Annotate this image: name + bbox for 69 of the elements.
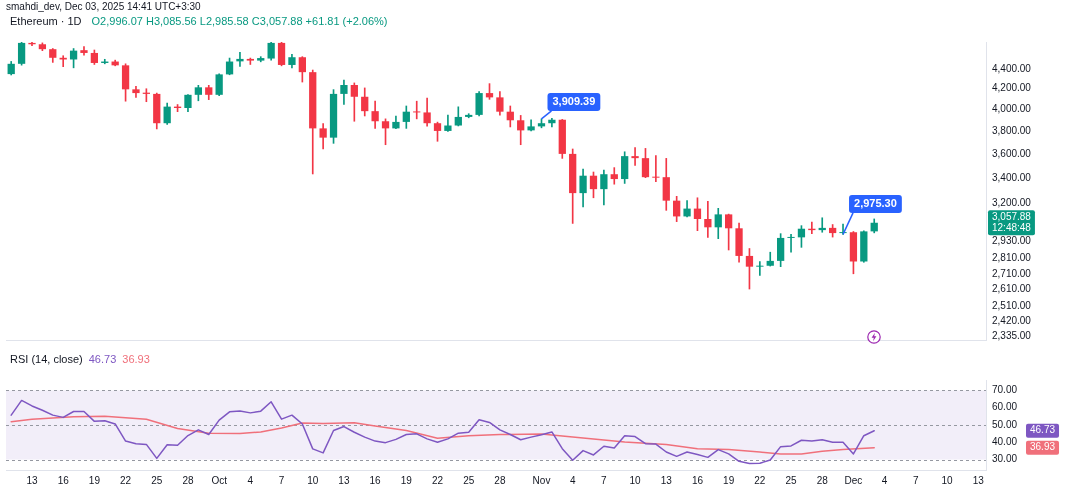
text: 12:48:48 [992,222,1032,233]
x-tick-label: 13 [26,474,38,486]
x-tick-label: Dec [844,474,863,486]
y-tick-label: 60.00 [992,401,1018,413]
candlestick [631,147,639,166]
y-tick-label: 4,400.00 [992,62,1032,74]
x-tick-label: 7 [913,474,920,486]
x-tick-label: 25 [785,474,798,486]
y-tick-label: 3,200.00 [992,197,1032,209]
x-tick-label: 25 [463,474,475,486]
x-tick-label: 25 [151,474,163,486]
x-tick-label: 4 [881,474,888,486]
y-tick-label: 2,420.00 [992,315,1032,327]
chart-title: Ethereum · 1D [10,15,82,27]
x-tick-label: 7 [278,474,285,486]
y-tick-label: 70.00 [992,384,1018,396]
candlestick [704,201,712,238]
candlestick [652,155,660,183]
text: 46.73 [1030,424,1056,436]
y-tick-label: 3,800.00 [992,124,1032,136]
annotation: 3,909.39 [552,95,596,108]
x-tick-label: Nov [532,474,551,486]
y-tick-label: 2,930.00 [992,234,1032,246]
candlestick [610,167,618,185]
x-tick-label: 4 [569,474,576,486]
x-tick-label: 22 [120,474,132,486]
y-tick-label: 4,200.00 [992,82,1032,94]
text: 46.73 [88,353,117,365]
y-tick-label: 2,710.00 [992,267,1032,279]
x-tick-label: 19 [88,474,101,486]
chart-title: RSI (14, close) [10,353,83,365]
x-tick-label: 13 [338,474,350,486]
y-tick-label: 3,400.00 [992,171,1032,183]
annotation: 2,975.30 [854,197,897,210]
candlestick [787,233,795,253]
y-tick-label: 2,610.00 [992,283,1032,295]
x-tick-label: 13 [972,474,985,486]
y-tick-label: 2,510.00 [992,299,1032,311]
text: 36.93 [1030,441,1056,453]
text: 36.93 [122,353,150,365]
text: smahdi_dev, Dec 03, 2025 14:41 UTC+3:30 [6,1,201,13]
x-tick-label: 10 [941,474,954,486]
y-tick-label: 4,000.00 [992,103,1032,114]
y-tick-label: 50.00 [992,418,1018,430]
y-tick-label: 3,600.00 [992,147,1032,159]
x-tick-label: Oct [211,474,228,486]
x-tick-label: 16 [691,474,704,486]
x-tick-label: 22 [431,474,444,486]
candlestick [413,100,421,120]
x-tick-label: 28 [182,474,194,486]
x-tick-label: 19 [723,474,735,486]
candlestick [756,261,764,276]
x-tick-label: 4 [247,474,254,486]
y-tick-label: 2,335.00 [992,330,1032,342]
x-tick-label: 10 [629,474,642,486]
x-tick-label: 28 [816,474,829,486]
x-tick-label: 10 [307,474,319,486]
y-tick-label: 2,810.00 [992,252,1032,264]
chart-subtitle: O2,996.07 H3,085.56 L2,985.58 C3,057.88 +61.81 (+2.06%) [91,15,388,27]
x-tick-label: 22 [754,474,766,486]
text: 3,057.88 [992,211,1032,222]
x-tick-label: 7 [601,474,608,486]
y-tick-label: 30.00 [992,453,1018,465]
x-tick-label: 13 [660,474,673,486]
x-tick-label: 28 [494,474,506,486]
x-tick-label: 19 [400,474,413,486]
y-tick-label: 40.00 [992,436,1018,448]
x-tick-label: 16 [369,474,382,486]
x-tick-label: 16 [57,474,70,486]
